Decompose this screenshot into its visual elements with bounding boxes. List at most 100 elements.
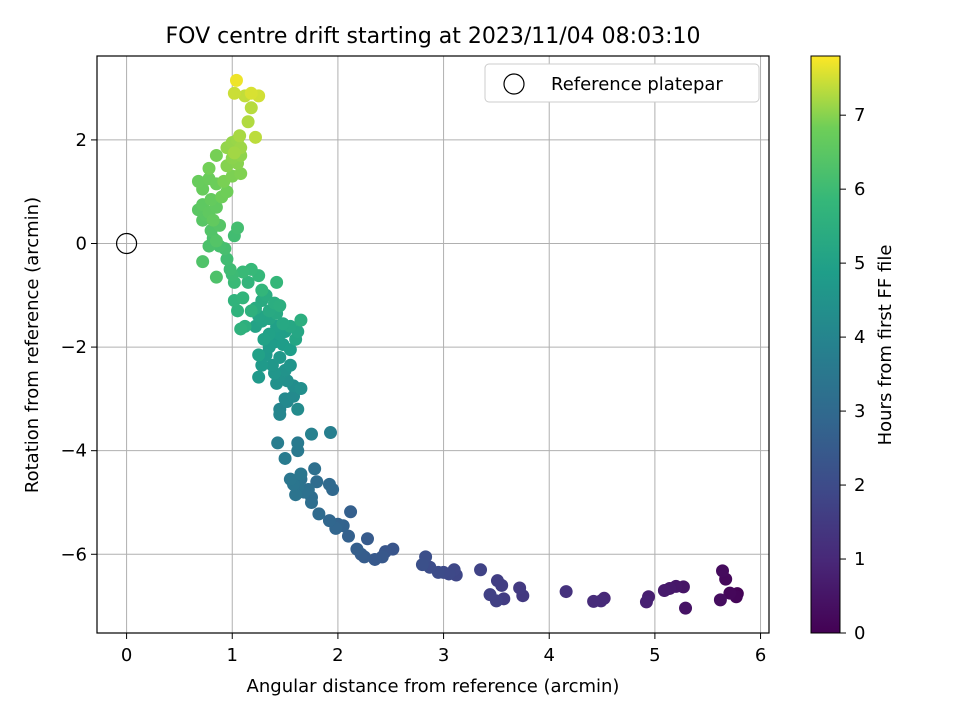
colorbar-tick-label: 1 (854, 549, 865, 570)
scatter-point (196, 255, 210, 269)
legend-box (484, 63, 760, 103)
scatter-point (587, 594, 601, 608)
colorbar-tick-label: 4 (854, 327, 865, 348)
x-tick-label: 0 (121, 645, 132, 666)
scatter-point (368, 552, 382, 566)
scatter-point (713, 593, 727, 607)
scatter-point (312, 507, 326, 521)
scatter-point (209, 270, 223, 284)
legend: Reference platepar (484, 63, 760, 103)
chart-title: FOV centre drift starting at 2023/11/04 … (166, 24, 701, 49)
data-points (191, 73, 744, 615)
colorbar-tick-label: 0 (854, 623, 865, 644)
scatter-point (229, 73, 243, 87)
scatter-point (360, 532, 374, 546)
scatter-point (289, 488, 303, 502)
x-tick-label: 6 (755, 645, 766, 666)
scatter-point (474, 563, 488, 577)
scatter-point (244, 101, 258, 115)
scatter-point (310, 475, 324, 489)
scatter-point (273, 350, 287, 364)
y-axis-ticks: 2 0 −2 −4 −6 (60, 130, 97, 565)
scatter-point (679, 601, 693, 615)
scatter-point (231, 221, 245, 235)
scatter-point (191, 174, 205, 188)
x-tick-label: 1 (227, 645, 238, 666)
scatter-point (252, 348, 266, 362)
reference-marker-layer (115, 232, 138, 255)
scatter-point (255, 358, 269, 372)
scatter-point (241, 115, 255, 129)
scatter-point (324, 426, 338, 440)
scatter-point (344, 505, 358, 519)
reference-point-marker (115, 232, 138, 255)
scatter-point (723, 586, 737, 600)
scatter-point (209, 148, 223, 162)
scatter-point (283, 358, 297, 372)
x-axis-ticks: 0 1 2 3 4 5 6 (121, 633, 766, 666)
scatter-point (294, 313, 308, 327)
scatter-point (202, 161, 216, 175)
colorbar-tick-label: 3 (854, 401, 865, 422)
y-tick-label: 0 (76, 233, 87, 254)
scatter-point (244, 86, 258, 100)
scatter-point (206, 213, 220, 227)
colorbar-tick-label: 7 (854, 105, 865, 126)
scatter-point (227, 86, 241, 100)
scatter-point (308, 462, 322, 476)
scatter-point (513, 581, 527, 595)
scatter-point (294, 467, 308, 481)
scatter-point (283, 472, 297, 486)
colorbar-tick-label: 2 (854, 475, 865, 496)
scatter-point (559, 585, 573, 599)
scatter-point (657, 584, 671, 598)
scatter-point (304, 427, 318, 441)
colorbar-gradient (810, 55, 841, 634)
legend-label: Reference platepar (551, 74, 723, 95)
scatter-point (350, 542, 364, 556)
scatter-point (255, 283, 269, 297)
scatter-point (294, 382, 308, 396)
scatter-point (291, 402, 305, 416)
x-tick-label: 4 (543, 645, 554, 666)
colorbar-label: Hours from first FF file (875, 245, 896, 446)
scatter-point (322, 514, 336, 528)
scatter-point (252, 370, 266, 384)
scatter-point (234, 322, 248, 336)
colorbar-ticks: 0 1 2 3 4 5 6 7 (840, 105, 865, 644)
scatter-point (220, 185, 234, 199)
scatter-point (236, 291, 250, 305)
scatter-point (415, 558, 429, 572)
colorbar-tick-label: 5 (854, 253, 865, 274)
scatter-point (209, 234, 223, 248)
plot-frame (96, 55, 770, 634)
scatter-point (236, 265, 250, 279)
scatter-point (322, 477, 336, 491)
scatter-point (248, 130, 262, 144)
scatter-point (271, 436, 285, 450)
y-tick-label: −6 (60, 544, 87, 565)
colorbar-tick-label: 6 (854, 179, 865, 200)
y-tick-label: −2 (60, 337, 87, 358)
scatter-point (483, 588, 497, 602)
scatter-point (283, 343, 297, 357)
scatter-point (257, 332, 271, 346)
scatter-point (220, 252, 234, 266)
scatter-point (273, 407, 287, 421)
scatter-point (490, 574, 504, 588)
colorbar: 0 1 2 3 4 5 6 7 Hours from first FF file (810, 55, 896, 644)
scatter-point (278, 451, 292, 465)
x-tick-label: 2 (332, 645, 343, 666)
scatter-point (273, 299, 287, 313)
scatter-point (244, 304, 258, 318)
x-tick-label: 3 (438, 645, 449, 666)
scatter-point (716, 564, 730, 578)
scatter-point (270, 275, 284, 289)
scatter-point (341, 529, 355, 543)
x-tick-label: 5 (649, 645, 660, 666)
scatter-point (223, 262, 237, 276)
scatter-point (234, 167, 248, 181)
legend-marker-open-circle (503, 73, 525, 95)
scatter-point (304, 495, 318, 509)
